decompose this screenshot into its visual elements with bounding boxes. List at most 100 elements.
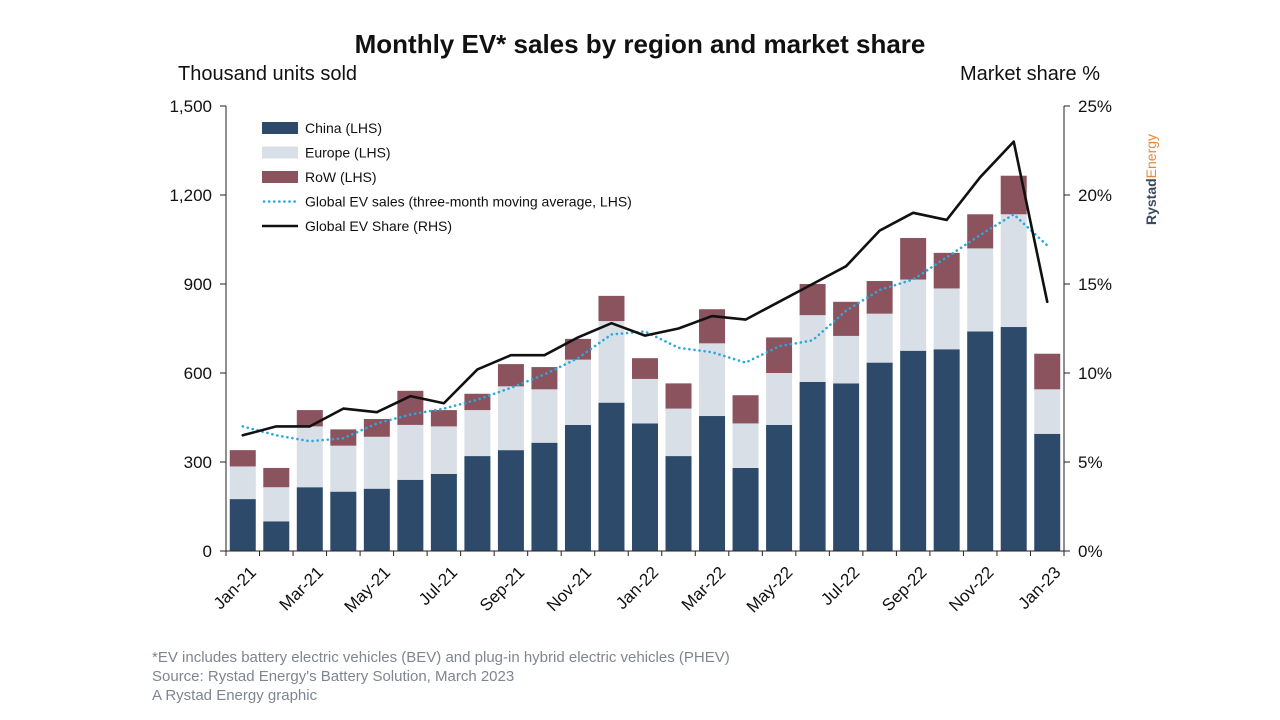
legend-ev-share-label: Global EV Share (RHS) (305, 218, 452, 234)
right-tick-label-3: 15% (1078, 275, 1112, 294)
bar-europe-1 (263, 487, 290, 522)
bar-row-4 (363, 418, 390, 437)
bar-china-9 (531, 442, 558, 551)
legend-europe-swatch (262, 146, 298, 159)
legend-moving-average-label: Global EV sales (three-month moving aver… (305, 194, 632, 210)
bar-china-14 (699, 416, 726, 551)
bar-china-12 (632, 423, 658, 551)
bar-europe-24 (1034, 389, 1061, 434)
x-tick-label-6: Jan-22 (612, 563, 662, 613)
bar-china-3 (330, 491, 357, 551)
bar-europe-4 (363, 436, 390, 489)
right-tick-label-2: 10% (1078, 364, 1112, 383)
x-tick-label-8: May-22 (743, 563, 797, 617)
bar-europe-16 (766, 373, 793, 425)
bar-china-22 (967, 331, 994, 551)
bar-china-20 (900, 350, 927, 551)
left-tick-label-1: 300 (184, 453, 212, 472)
x-tick-label-5: Nov-21 (543, 563, 595, 615)
bar-china-21 (933, 349, 960, 551)
bar-row-6 (430, 410, 457, 427)
bar-row-21 (933, 252, 960, 289)
bar-europe-8 (497, 386, 524, 451)
bar-europe-7 (464, 410, 491, 457)
bar-row-0 (229, 450, 256, 467)
brand-logo-part1: Rystad (1143, 178, 1159, 225)
bar-row-12 (632, 358, 658, 379)
right-axis-unit-label: Market share % (960, 63, 1100, 85)
bar-china-18 (833, 383, 860, 551)
left-tick-label-4: 1,200 (169, 186, 212, 205)
x-tick-label-3: Jul-21 (415, 563, 461, 609)
left-tick-label-2: 600 (184, 364, 212, 383)
bar-row-15 (732, 395, 759, 424)
bar-row-24 (1034, 353, 1061, 390)
bar-europe-3 (330, 445, 357, 492)
x-tick-label-2: May-21 (341, 563, 395, 617)
bar-china-10 (564, 424, 591, 551)
bar-china-6 (430, 473, 457, 551)
bar-europe-10 (564, 359, 591, 425)
bar-row-22 (967, 214, 994, 249)
bar-row-9 (531, 367, 558, 390)
bar-china-16 (766, 424, 793, 551)
bar-europe-18 (833, 335, 860, 384)
svg-text:RystadEnergy: RystadEnergy (1143, 134, 1159, 225)
right-tick-label-0: 0% (1078, 542, 1103, 561)
legend-row-label: RoW (LHS) (305, 169, 377, 185)
bar-row-1 (263, 467, 290, 488)
bar-europe-5 (397, 424, 424, 480)
bar-europe-14 (699, 343, 726, 417)
footnote-definition: *EV includes battery electric vehicles (… (152, 649, 730, 666)
global-ev-share-line (241, 140, 1049, 437)
brand-logo: RystadEnergy (1143, 134, 1159, 225)
footnote-credit: A Rystad Energy graphic (152, 687, 318, 704)
left-tick-label-5: 1,500 (169, 97, 212, 116)
bar-china-15 (732, 467, 759, 551)
legend-row-swatch (262, 171, 298, 183)
bar-europe-17 (799, 315, 826, 382)
bar-europe-6 (430, 426, 457, 474)
bar-china-7 (464, 456, 491, 551)
x-tick-label-11: Nov-22 (945, 563, 997, 615)
bar-row-18 (833, 301, 860, 336)
x-tick-label-1: Mar-21 (276, 563, 328, 615)
bar-row-2 (296, 410, 323, 427)
bar-europe-0 (229, 466, 256, 500)
bar-row-11 (598, 295, 625, 322)
bar-europe-23 (1000, 214, 1027, 328)
brand-logo-part2: Energy (1143, 134, 1159, 178)
bar-europe-20 (900, 279, 927, 351)
bar-europe-21 (933, 288, 960, 350)
bar-china-4 (363, 488, 390, 551)
right-tick-label-1: 5% (1078, 453, 1103, 472)
bar-china-11 (598, 402, 625, 551)
bar-row-14 (699, 309, 726, 344)
legend-europe-label: Europe (LHS) (305, 145, 391, 161)
bar-row-8 (497, 364, 524, 387)
bar-china-13 (665, 456, 692, 551)
bar-row-13 (665, 383, 692, 409)
bar-china-1 (263, 521, 290, 551)
left-tick-label-3: 900 (184, 275, 212, 294)
x-tick-label-7: Mar-22 (678, 563, 730, 615)
legend-china-swatch (262, 122, 298, 134)
bar-china-0 (229, 499, 256, 551)
left-tick-label-0: 0 (203, 542, 212, 561)
bar-china-2 (296, 487, 323, 551)
bar-europe-12 (632, 378, 658, 424)
x-tick-label-12: Jan-23 (1014, 563, 1064, 613)
bar-europe-13 (665, 408, 692, 457)
bar-row-7 (464, 393, 491, 411)
right-tick-label-5: 25% (1078, 97, 1112, 116)
x-tick-label-0: Jan-21 (210, 563, 260, 613)
bar-europe-19 (866, 313, 893, 363)
footnote-source: Source: Rystad Energy's Battery Solution… (152, 668, 515, 685)
left-axis-unit-label: Thousand units sold (178, 63, 357, 85)
bar-china-23 (1000, 327, 1027, 551)
bar-row-10 (564, 338, 591, 360)
x-tick-label-10: Sep-22 (878, 563, 930, 615)
line-group (241, 140, 1049, 443)
x-tick-label-9: Jul-22 (817, 563, 863, 609)
